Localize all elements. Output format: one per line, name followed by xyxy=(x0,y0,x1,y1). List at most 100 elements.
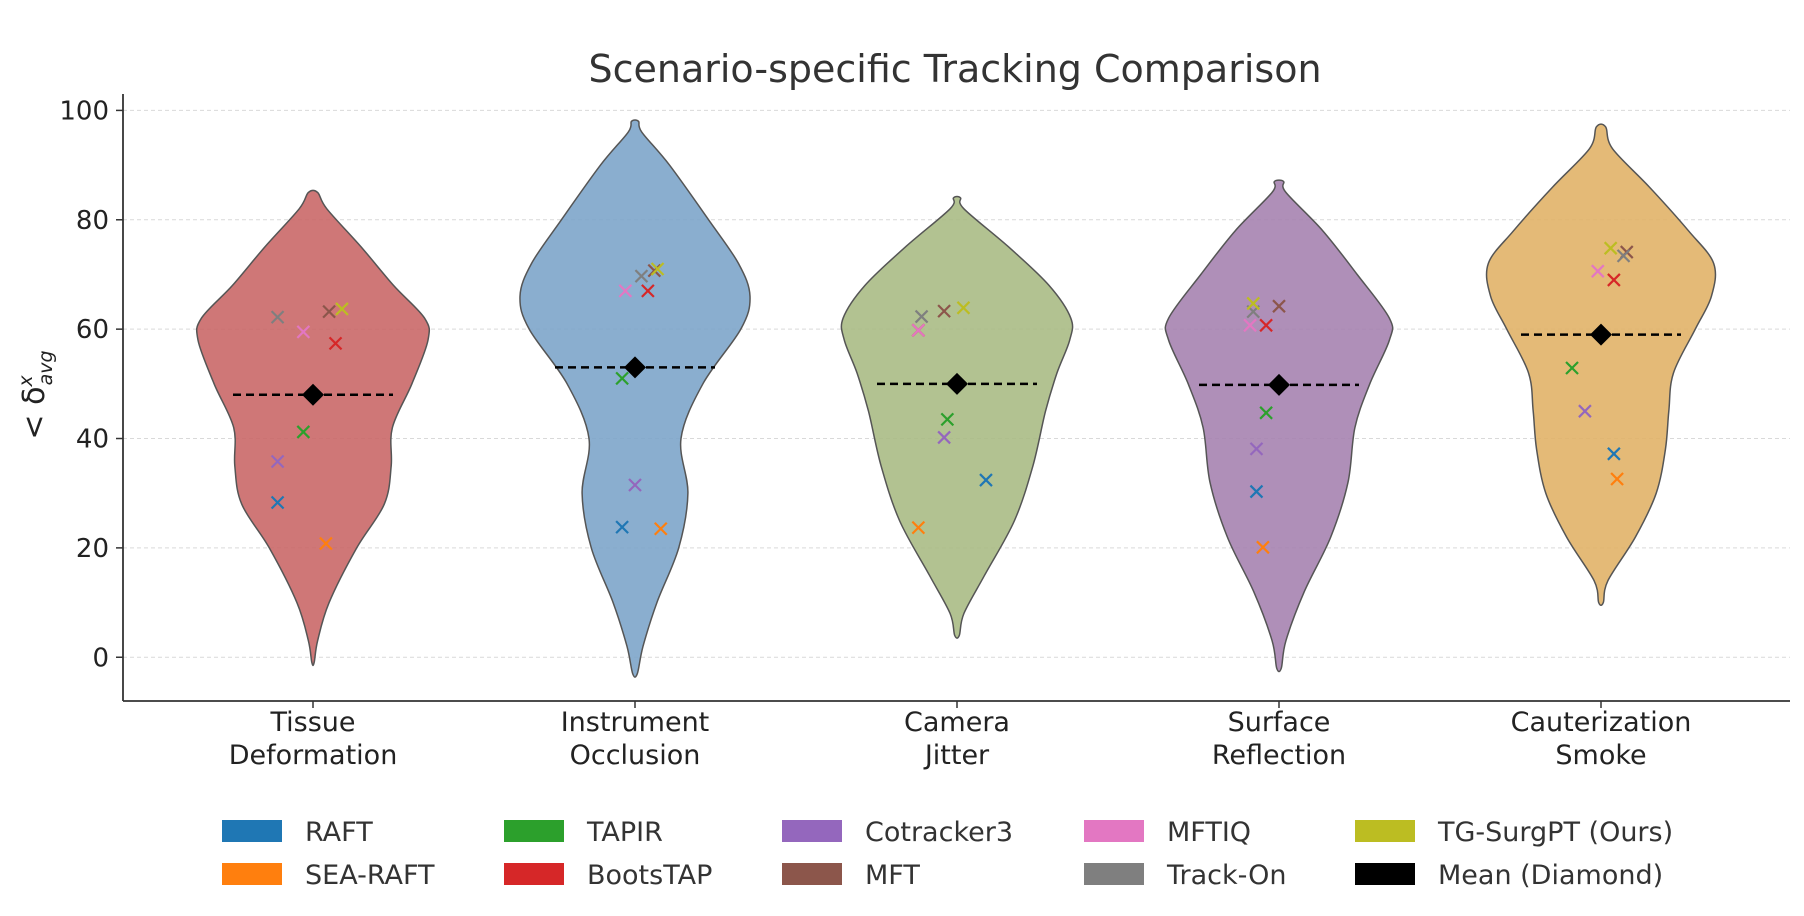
legend-item: Cotracker3 xyxy=(782,817,1013,848)
marker-sea-raft xyxy=(653,521,668,536)
marker-raft xyxy=(615,520,629,534)
legend-swatch xyxy=(222,820,282,842)
chart-title: Scenario-specific Tracking Comparison xyxy=(588,47,1321,91)
marker-raft xyxy=(979,473,993,487)
x-tick-label: Reflection xyxy=(1212,740,1346,771)
legend-label: SEA-RAFT xyxy=(305,860,435,891)
legend-swatch xyxy=(782,820,842,842)
violins xyxy=(195,119,1717,678)
marker-bootstap xyxy=(328,336,343,351)
legend-swatch xyxy=(782,863,842,885)
violin-3 xyxy=(840,195,1074,639)
x-tick-label: Deformation xyxy=(229,740,398,771)
marker-raft xyxy=(270,495,285,510)
marker-track-on xyxy=(270,310,285,324)
marker-tg-surgpt-ours- xyxy=(956,301,971,315)
violin-5 xyxy=(1485,123,1717,607)
x-tick-label: Cauterization xyxy=(1511,707,1692,738)
marker-bootstap xyxy=(1259,318,1273,333)
mean-diamond xyxy=(946,372,968,395)
marker-mftiq xyxy=(296,325,311,339)
marker-track-on xyxy=(914,309,929,324)
legend-label: Mean (Diamond) xyxy=(1438,860,1663,891)
marker-tapir xyxy=(615,371,629,386)
mean-diamond xyxy=(1590,323,1612,346)
legend-label: Cotracker3 xyxy=(865,817,1013,848)
violin-4 xyxy=(1164,179,1394,673)
legend-label: MFT xyxy=(865,860,920,891)
y-tick-label: 0 xyxy=(92,643,109,673)
legend-label: Track-On xyxy=(1166,860,1287,891)
y-tick-label: 100 xyxy=(59,96,109,126)
mean-diamond xyxy=(302,383,324,406)
legend-swatch xyxy=(504,820,564,842)
marker-cotracker3 xyxy=(1578,404,1592,418)
legend-item: Track-On xyxy=(1084,860,1287,891)
legend-item: MFTIQ xyxy=(1084,817,1251,848)
legend-item: RAFT xyxy=(222,817,373,848)
marker-raft xyxy=(1249,484,1264,499)
legend-item: SEA-RAFT xyxy=(222,860,435,891)
marker-cotracker3 xyxy=(270,454,285,469)
marker-sea-raft xyxy=(911,520,926,535)
legend-label: RAFT xyxy=(305,817,373,848)
marker-tg-surgpt-ours- xyxy=(1246,296,1261,311)
legend-swatch xyxy=(1355,820,1415,842)
x-tick-label: Smoke xyxy=(1555,740,1646,771)
marker-mftiq xyxy=(1591,264,1605,278)
legend-label: TG-SurgPT (Ours) xyxy=(1437,817,1673,848)
legend-label: MFTIQ xyxy=(1167,817,1251,848)
mean-diamond xyxy=(624,356,646,379)
marker-sea-raft xyxy=(1256,540,1270,555)
y-tick-label: 20 xyxy=(76,534,109,564)
marker-mft xyxy=(647,263,662,278)
marker-mft xyxy=(1272,299,1286,313)
marker-mftiq xyxy=(618,284,633,298)
marker-sea-raft xyxy=(1610,472,1624,486)
y-tick-label: 60 xyxy=(76,315,109,345)
legend-swatch xyxy=(1355,863,1415,885)
x-tick-label: Occlusion xyxy=(570,740,701,771)
means xyxy=(233,323,1681,406)
marker-tg-surgpt-ours- xyxy=(335,302,349,316)
x-tick-label: Surface xyxy=(1228,707,1331,738)
y-axis-label: < δxavg xyxy=(15,350,57,439)
legend-swatch xyxy=(222,863,282,885)
marker-track-on xyxy=(634,269,649,283)
marker-mft xyxy=(322,304,336,319)
x-tick-label: Camera xyxy=(904,707,1010,738)
marker-cotracker3 xyxy=(1249,442,1264,456)
marker-tapir xyxy=(1259,406,1273,420)
marker-sea-raft xyxy=(319,536,333,551)
marker-raft xyxy=(1607,447,1621,461)
legend-item: MFT xyxy=(782,860,920,891)
marker-mft xyxy=(937,304,951,318)
legend-item: TAPIR xyxy=(504,817,663,848)
marker-track-on xyxy=(1616,249,1631,263)
marker-mftiq xyxy=(1243,318,1257,333)
marker-mftiq xyxy=(911,323,926,338)
marker-cotracker3 xyxy=(937,430,951,445)
legend-swatch xyxy=(1084,820,1144,842)
marker-tg-surgpt-ours- xyxy=(650,262,665,276)
marker-bootstap xyxy=(641,284,655,298)
marker-cotracker3 xyxy=(628,478,642,492)
violin-2 xyxy=(519,119,751,678)
legend-swatch xyxy=(504,863,564,885)
marker-tg-surgpt-ours- xyxy=(1603,241,1618,255)
y-tick-label: 40 xyxy=(76,425,109,455)
x-tick-label: Tissue xyxy=(269,707,355,738)
marker-bootstap xyxy=(1607,273,1621,287)
legend-item: TG-SurgPT (Ours) xyxy=(1355,817,1673,848)
series-markers xyxy=(270,241,1634,555)
legend: RAFT SEA-RAFT TAPIR BootsTAP Cotracker3 MFT MF… xyxy=(222,817,1673,891)
marker-tapir xyxy=(940,412,955,427)
violin-1 xyxy=(195,189,431,667)
legend-label: TAPIR xyxy=(586,817,663,848)
legend-item: BootsTAP xyxy=(504,860,712,891)
legend-swatch xyxy=(1084,863,1144,885)
marker-tapir xyxy=(296,425,311,439)
x-tick-label: Jitter xyxy=(923,740,990,771)
